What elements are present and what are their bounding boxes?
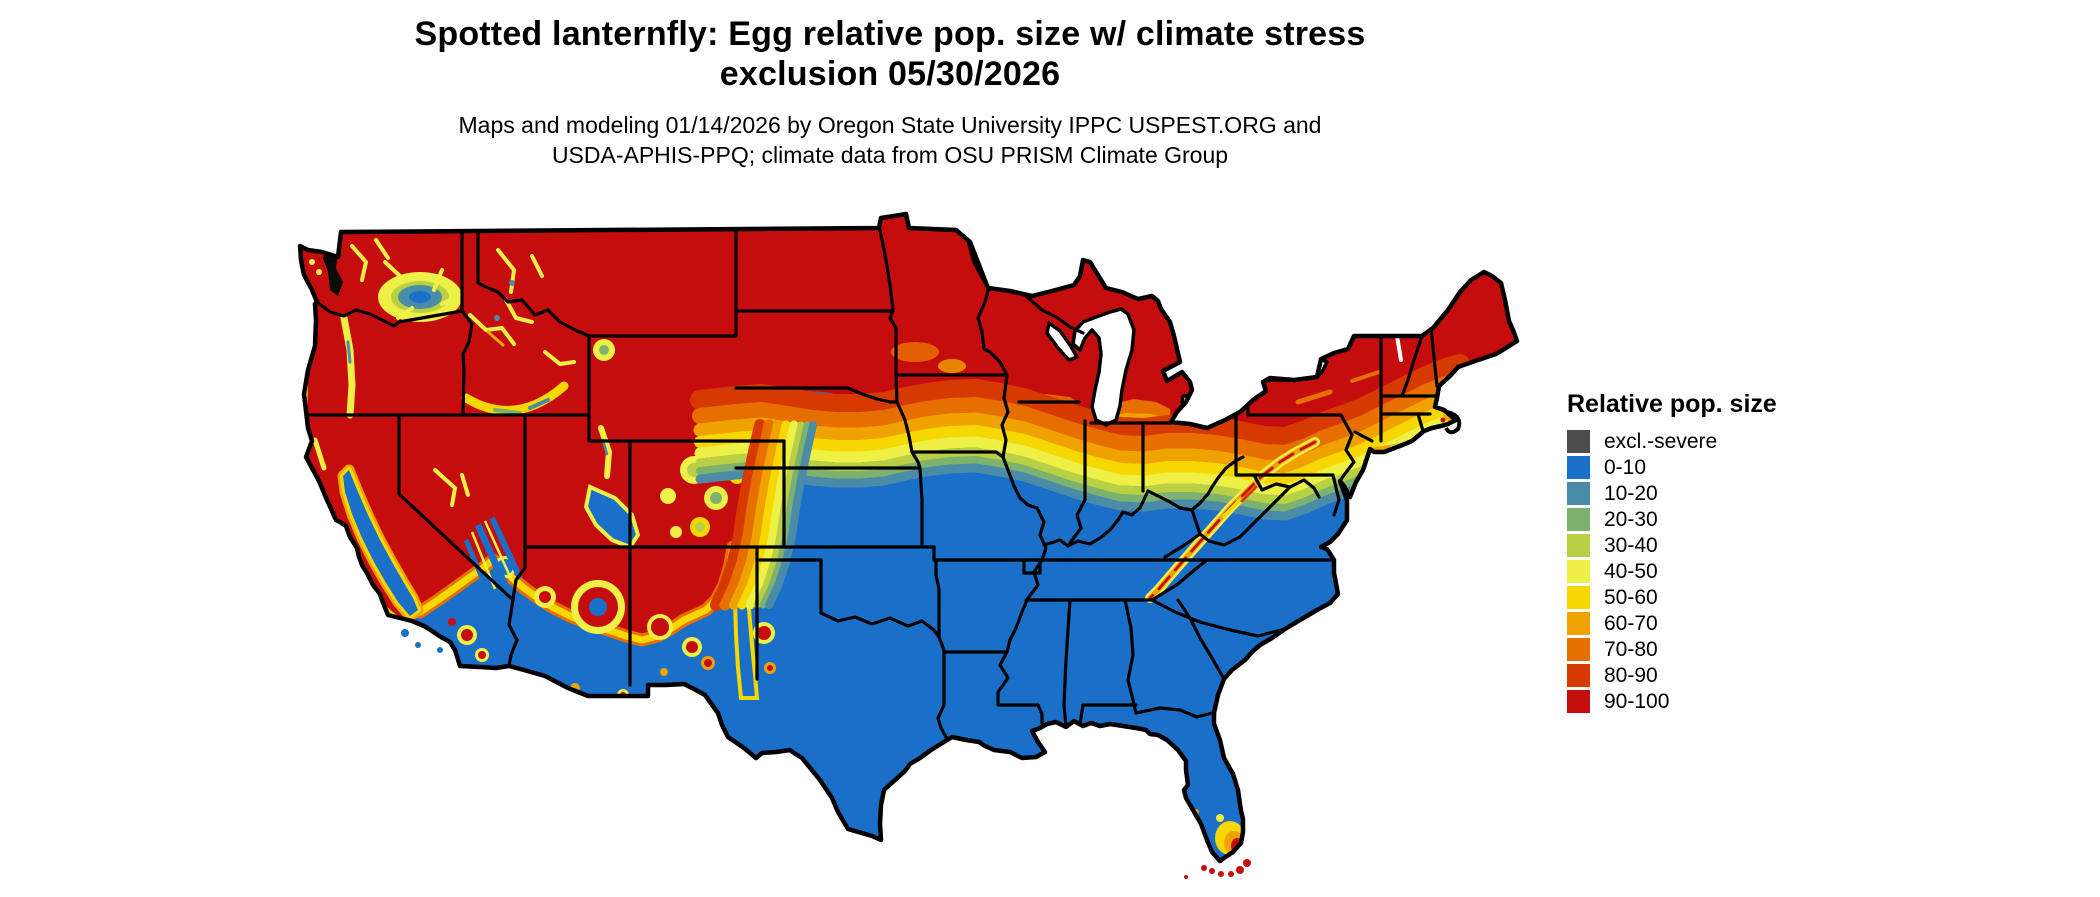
legend-item-90-100: 90-100 (1567, 690, 1887, 713)
legend-swatch (1567, 612, 1590, 635)
channel-islands (401, 629, 443, 653)
green-bay (1045, 321, 1079, 362)
cape-cod-hook (1444, 410, 1462, 435)
legend-swatch (1567, 638, 1590, 661)
legend-label: 80-90 (1604, 664, 1658, 687)
legend-item-20-30: 20-30 (1567, 508, 1887, 531)
legend-item-60-70: 60-70 (1567, 612, 1887, 635)
northwest-mountain-detail (303, 238, 462, 471)
southwest-sky-islands (448, 580, 776, 701)
legend-item-40-50: 40-50 (1567, 560, 1887, 583)
rockies-detail (433, 248, 615, 507)
legend-label: 0-10 (1604, 456, 1647, 479)
legend-item-80-90: 80-90 (1567, 664, 1887, 687)
legend-swatch (1567, 430, 1590, 453)
map-title-line2: exclusion 05/30/2026 (719, 55, 1061, 93)
legend-item-10-20: 10-20 (1567, 482, 1887, 505)
legend-label: 40-50 (1604, 560, 1658, 583)
legend-swatch (1567, 508, 1590, 531)
legend-label: 50-60 (1604, 586, 1658, 609)
map-subtitle: Maps and modeling 01/14/2026 by Oregon S… (0, 110, 1780, 170)
central-valley (337, 464, 424, 622)
state-borders (302, 228, 1441, 739)
legend-label: 10-20 (1604, 482, 1658, 505)
legend-swatch (1567, 690, 1590, 713)
legend: Relative pop. size excl.-severe 0-10 10-20… (1567, 390, 1887, 716)
florida-keys (1184, 859, 1251, 879)
map-subtitle-line1: Maps and modeling 01/14/2026 by Oregon S… (458, 112, 1322, 138)
legend-rows: excl.-severe 0-10 10-20 20-30 30-40 40-50 50-6… (1567, 430, 1887, 713)
legend-item-excl.-severe: excl.-severe (1567, 430, 1887, 453)
legend-label: 90-100 (1604, 690, 1670, 713)
legend-swatch (1567, 560, 1590, 583)
puget-sound (323, 247, 343, 296)
legend-label: 60-70 (1604, 612, 1658, 635)
legend-swatch (1567, 482, 1590, 505)
legend-swatch (1567, 534, 1590, 557)
appalachian-streak (1145, 437, 1320, 603)
legend-label: excl.-severe (1604, 430, 1718, 453)
legend-swatch (1567, 586, 1590, 609)
legend-title: Relative pop. size (1567, 390, 1777, 418)
legend-label: 20-30 (1604, 508, 1658, 531)
header: Spotted lanternfly: Egg relative pop. si… (0, 14, 1780, 170)
legend-item-70-80: 70-80 (1567, 638, 1887, 661)
legend-item-0-10: 0-10 (1567, 456, 1887, 479)
legend-label: 70-80 (1604, 638, 1658, 661)
legend-swatch (1567, 664, 1590, 687)
isle-royale (1029, 260, 1045, 270)
legend-label: 30-40 (1604, 534, 1658, 557)
map-title-line1: Spotted lanternfly: Egg relative pop. si… (414, 15, 1366, 53)
legend-item-50-60: 50-60 (1567, 586, 1887, 609)
lake-michigan (1071, 307, 1136, 427)
map-subtitle-line2: USDA-APHIS-PPQ; climate data from OSU PR… (551, 142, 1229, 168)
legend-swatch (1567, 456, 1590, 479)
legend-item-30-40: 30-40 (1567, 534, 1887, 557)
